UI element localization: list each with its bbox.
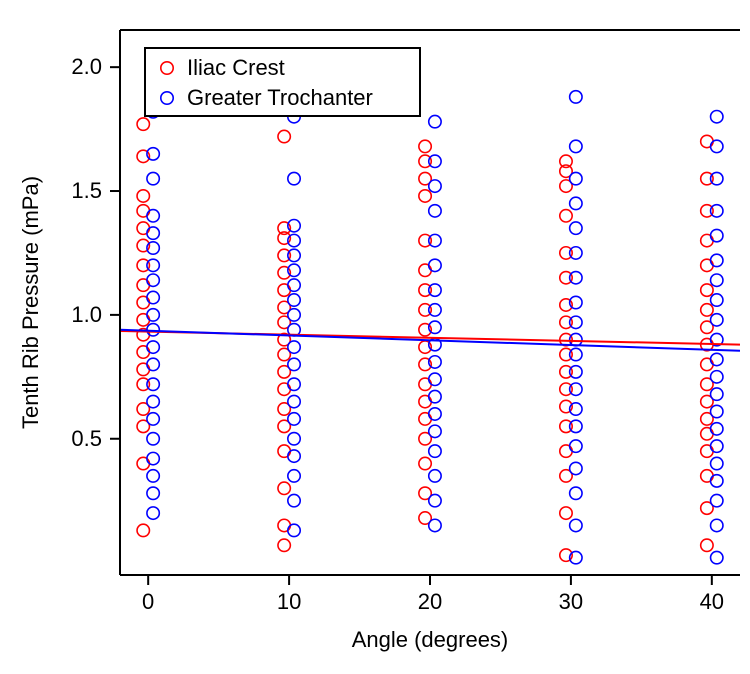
x-tick-label: 0 — [142, 589, 154, 614]
legend-label: Iliac Crest — [187, 55, 285, 80]
x-tick-label: 10 — [277, 589, 301, 614]
x-tick-label: 20 — [418, 589, 442, 614]
x-tick-label: 40 — [700, 589, 724, 614]
legend-label: Greater Trochanter — [187, 85, 373, 110]
x-tick-label: 30 — [559, 589, 583, 614]
y-tick-label: 1.5 — [71, 178, 102, 203]
y-axis-label: Tenth Rib Pressure (mPa) — [18, 176, 43, 429]
x-axis-label: Angle (degrees) — [352, 627, 509, 652]
y-tick-label: 2.0 — [71, 54, 102, 79]
y-tick-label: 1.0 — [71, 302, 102, 327]
scatter-chart: 0 10 20 30 40 0.5 1.0 1.5 2.0 Angle (degrees) Tent… — [0, 0, 750, 674]
chart-container: 0 10 20 30 40 0.5 1.0 1.5 2.0 Angle (degrees) Tent… — [0, 0, 750, 674]
y-tick-label: 0.5 — [71, 426, 102, 451]
